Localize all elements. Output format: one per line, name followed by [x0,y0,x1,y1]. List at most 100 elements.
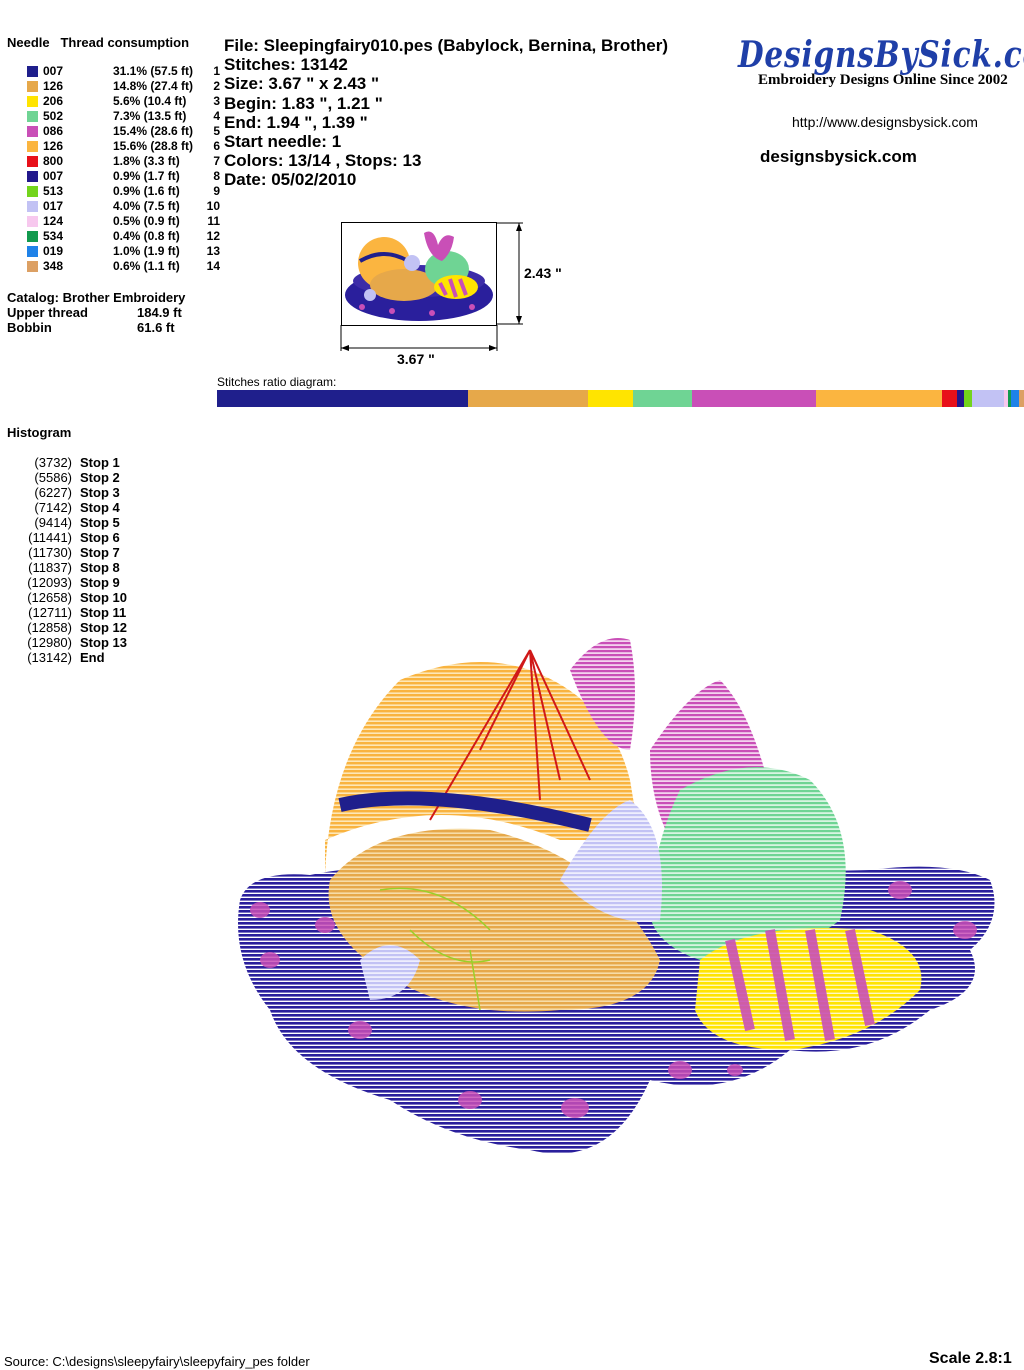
ratio-segment [468,390,588,407]
histogram-label: Stop 3 [80,485,120,500]
histogram-label: Stop 10 [80,590,127,605]
histogram-title: Histogram [7,425,72,440]
thread-total-row: Upper thread 184.9 ft [7,305,182,320]
thread-consumption: 7.3% (13.5 ft) [113,109,187,123]
design-size: Size: 3.67 " x 2.43 " [224,74,380,94]
thread-total-row: Bobbin 61.6 ft [7,320,175,335]
needle-number: 9 [213,184,220,198]
ratio-segment [633,390,692,407]
ratio-segment [971,390,1004,407]
colors-stops: Colors: 13/14 , Stops: 13 [224,151,422,171]
histogram-count: (11730) [28,545,72,560]
ratio-segment [964,390,972,407]
stitches-ratio-label: Stitches ratio diagram: [217,375,337,389]
thread-color-swatch [27,216,38,227]
thread-color-swatch [27,186,38,197]
thread-consumption: 14.8% (27.4 ft) [113,79,194,93]
thread-color-swatch [27,231,38,242]
catalog-label: Catalog: Brother Embroidery [7,290,186,305]
thread-consumption: 1.8% (3.3 ft) [113,154,180,168]
needle-row: 5 086 15.4% (28.6 ft) [0,124,220,139]
thread-code: 206 [43,94,64,108]
thread-code: 126 [43,139,64,153]
website-url[interactable]: http://www.designsbysick.com [792,114,978,130]
file-name: File: Sleepingfairy010.pes (Babylock, Be… [224,36,669,55]
thread-code: 348 [43,259,64,273]
histogram-count: (9414) [34,515,72,530]
width-label: 3.67 " [397,351,435,367]
thread-consumption: 4.0% (7.5 ft) [113,199,180,213]
end-position: End: 1.94 ", 1.39 " [224,112,368,132]
design-info: File: Sleepingfairy010.pes (Babylock, Be… [224,36,668,190]
ratio-segment [1007,390,1012,407]
thread-color-swatch [27,81,38,92]
needle-number: 8 [213,169,220,183]
histogram-label: End [80,650,105,665]
height-dimension-line [497,222,523,325]
ratio-segment [217,390,469,407]
source-path: Source: C:\designs\sleepyfairy\sleepyfai… [4,1354,310,1369]
thread-consumption: 5.6% (10.4 ft) [113,94,187,108]
histogram-count: (13142) [27,650,72,665]
needle-row: 12 534 0.4% (0.8 ft) [0,229,220,244]
thread-total-value: 184.9 ft [137,305,182,320]
ratio-segment [587,390,634,407]
needle-number: 4 [213,109,220,123]
histogram-count: (11441) [28,530,72,545]
thread-consumption: 0.6% (1.1 ft) [113,259,180,273]
histogram-count: (12711) [28,605,72,620]
needle-row: 13 019 1.0% (1.9 ft) [0,244,220,259]
histogram-count: (5586) [34,470,72,485]
needle-number: 12 [206,229,220,243]
needle-row: 9 513 0.9% (1.6 ft) [0,184,220,199]
histogram-label: Stop 4 [80,500,120,515]
needle-row: 6 126 15.6% (28.8 ft) [0,139,220,154]
thread-consumption-column-label: Thread consumption [60,35,190,50]
needle-row: 3 206 5.6% (10.4 ft) [0,94,220,109]
needle-row: 10 017 4.0% (7.5 ft) [0,199,220,214]
thread-color-swatch [27,126,38,137]
needle-number: 10 [206,199,220,213]
thread-total-value: 61.6 ft [137,320,175,335]
thread-consumption: 0.9% (1.6 ft) [113,184,180,198]
needle-number: 14 [206,259,220,273]
needle-table-header: Needle Thread consumption [7,35,189,50]
ratio-segment [692,390,817,407]
histogram-count: (11837) [28,560,72,575]
stitches-ratio-bar [217,390,1024,407]
logo-tagline: Embroidery Designs Online Since 2002 [758,72,1008,88]
needle-row: 8 007 0.9% (1.7 ft) [0,169,220,184]
thread-code: 086 [43,124,64,138]
histogram-count: (6227) [34,485,72,500]
histogram-count: (12093) [27,575,72,590]
start-needle: Start needle: 1 [224,132,342,152]
thread-code: 534 [43,229,64,243]
histogram-list: (3732) Stop 1 (5586) Stop 2 (6227) Stop 3 (714… [0,455,200,670]
needle-row: 14 348 0.6% (1.1 ft) [0,259,220,274]
histogram-count: (3732) [34,455,72,470]
thread-color-swatch [27,111,38,122]
needle-column-label: Needle [7,35,50,50]
histogram-count: (12980) [27,635,72,650]
thread-code: 017 [43,199,64,213]
ratio-segment [1019,390,1024,407]
histogram-label: Stop 8 [80,560,120,575]
thread-color-swatch [27,156,38,167]
histogram-count: (12658) [27,590,72,605]
logo-wordmark: DesignsBySick.com [738,34,1024,76]
thread-consumption: 31.1% (57.5 ft) [113,64,194,78]
thread-code: 124 [43,214,64,228]
thread-consumption: 0.4% (0.8 ft) [113,229,180,243]
needle-number: 6 [213,139,220,153]
needle-row: 2 126 14.8% (27.4 ft) [0,79,220,94]
design-date: Date: 05/02/2010 [224,170,357,190]
needle-row: 7 800 1.8% (3.3 ft) [0,154,220,169]
histogram-label: Stop 11 [80,605,127,620]
ratio-segment [1003,390,1008,407]
needle-number: 3 [213,94,220,108]
thread-consumption: 1.0% (1.9 ft) [113,244,180,258]
thread-code: 007 [43,169,64,183]
needle-list: 1 007 31.1% (57.5 ft) 2 126 14.8% (27.4 ft) 3 2… [0,64,220,279]
needle-row: 4 502 7.3% (13.5 ft) [0,109,220,124]
histogram-count: (12858) [27,620,72,635]
